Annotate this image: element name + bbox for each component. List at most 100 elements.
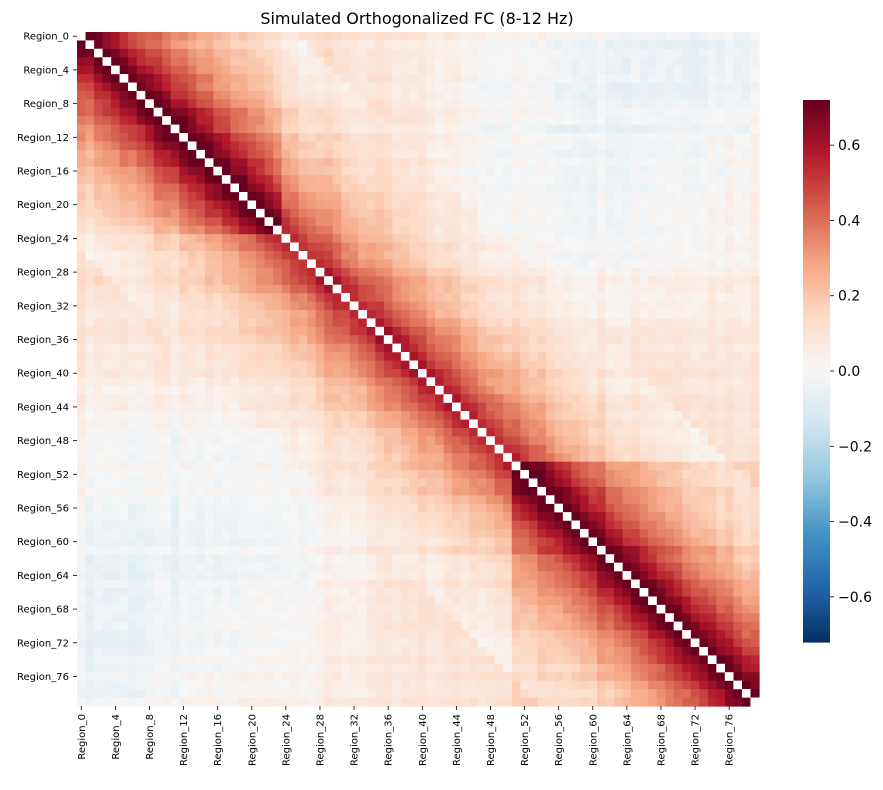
heatmap-cell <box>409 318 419 328</box>
heatmap-cell <box>673 48 683 58</box>
heatmap-cell <box>111 116 121 126</box>
heatmap-cell <box>537 200 547 210</box>
heatmap-cell <box>204 225 215 235</box>
heatmap-cell <box>307 427 317 438</box>
heatmap-cell <box>281 545 291 555</box>
heatmap-cell <box>486 545 496 555</box>
heatmap-cell <box>511 402 521 412</box>
heatmap-cell <box>341 512 351 522</box>
heatmap-cell <box>102 411 112 421</box>
heatmap-cell <box>707 360 717 370</box>
heatmap-cell <box>196 503 206 513</box>
heatmap-cell <box>562 326 573 336</box>
heatmap-cell <box>85 276 95 286</box>
heatmap-cell <box>741 48 752 58</box>
heatmap-cell <box>179 453 189 463</box>
heatmap-cell <box>665 394 675 404</box>
heatmap-cell <box>588 310 598 320</box>
heatmap-cell <box>682 385 692 395</box>
heatmap-cell <box>358 99 368 109</box>
heatmap-cell <box>392 335 402 345</box>
heatmap-cell <box>247 360 257 370</box>
heatmap-cell <box>707 116 717 126</box>
heatmap-cell <box>716 166 726 176</box>
heatmap-cell <box>94 175 104 185</box>
heatmap-cell <box>614 234 624 244</box>
heatmap-cell <box>562 141 573 151</box>
heatmap-cell <box>656 158 666 168</box>
heatmap-cell <box>256 301 266 311</box>
heatmap-cell <box>77 57 87 67</box>
heatmap-cell <box>673 276 683 286</box>
heatmap-cell <box>153 284 163 294</box>
heatmap-cell <box>545 520 556 530</box>
heatmap-cell <box>562 394 573 404</box>
heatmap-cell <box>477 453 487 463</box>
heatmap-cell <box>349 166 359 176</box>
heatmap-cell <box>545 335 556 345</box>
heatmap-cell <box>545 470 556 480</box>
heatmap-cell <box>699 310 709 320</box>
heatmap-cell <box>486 495 496 505</box>
heatmap-cell <box>699 486 709 496</box>
heatmap-cell <box>631 107 641 117</box>
heatmap-cell <box>281 133 291 143</box>
heatmap-cell <box>315 276 325 286</box>
heatmap-cell <box>605 116 615 126</box>
heatmap-cell <box>162 461 172 471</box>
heatmap-cell <box>639 335 649 345</box>
heatmap-cell <box>213 385 223 395</box>
heatmap-cell <box>256 90 266 101</box>
heatmap-cell <box>682 394 692 404</box>
heatmap-cell <box>690 133 700 143</box>
heatmap-cell <box>741 192 752 202</box>
heatmap-cell <box>588 40 598 50</box>
heatmap-cell <box>315 158 325 168</box>
heatmap-cell <box>145 394 155 404</box>
heatmap-cell <box>622 545 632 555</box>
heatmap-cell <box>221 158 232 168</box>
heatmap-cell <box>358 529 368 539</box>
heatmap-cell <box>418 326 428 336</box>
heatmap-cell <box>648 360 658 370</box>
heatmap-cell <box>426 360 436 370</box>
heatmap-cell <box>170 284 180 294</box>
heatmap-cell <box>503 411 513 421</box>
heatmap-cell <box>153 242 163 252</box>
heatmap-cell <box>707 234 717 244</box>
heatmap-cell <box>588 124 598 134</box>
heatmap-cell <box>562 90 573 101</box>
heatmap-cell <box>332 486 342 496</box>
heatmap-cell <box>605 436 615 446</box>
heatmap-cell <box>511 326 521 336</box>
heatmap-cell <box>213 419 223 429</box>
heatmap-cell <box>648 74 658 84</box>
heatmap-cell <box>298 149 308 159</box>
heatmap-cell <box>230 537 240 547</box>
heatmap-cell <box>614 470 624 480</box>
heatmap-cell <box>290 335 300 345</box>
heatmap-cell <box>528 352 538 362</box>
heatmap-cell <box>460 158 470 168</box>
heatmap-cell <box>426 183 436 193</box>
heatmap-cell <box>298 453 308 463</box>
heatmap-cell <box>273 529 283 539</box>
heatmap-cell <box>665 293 675 303</box>
heatmap-cell <box>716 251 726 261</box>
heatmap-cell <box>221 478 232 488</box>
heatmap-cell <box>298 259 308 269</box>
heatmap-cell <box>460 293 470 303</box>
heatmap-cell <box>733 385 743 395</box>
heatmap-cell <box>111 444 121 454</box>
heatmap-cell <box>221 444 232 454</box>
heatmap-cell <box>136 242 146 252</box>
heatmap-cell <box>307 65 317 75</box>
heatmap-cell <box>315 107 325 117</box>
heatmap-cell <box>716 495 726 505</box>
heatmap-cell <box>716 343 726 353</box>
heatmap-cell <box>290 377 300 387</box>
heatmap-cell <box>622 444 632 454</box>
heatmap-cell <box>290 385 300 395</box>
heatmap-cell <box>349 520 359 530</box>
heatmap-cell <box>460 74 470 84</box>
